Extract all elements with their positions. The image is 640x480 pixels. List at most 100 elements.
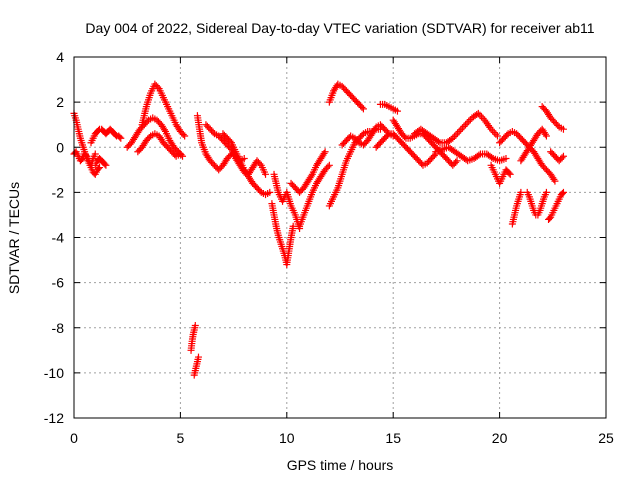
data-point-marker	[434, 138, 442, 146]
series-arc-16	[296, 161, 333, 230]
data-point-marker	[94, 165, 102, 173]
y-tick-label: -6	[52, 275, 65, 291]
series-arc-17	[287, 148, 329, 196]
data-point-marker	[558, 190, 566, 198]
series-arc-9	[190, 353, 202, 379]
data-point-marker	[154, 83, 162, 91]
data-point-marker	[453, 157, 461, 165]
series-arc-4	[91, 155, 110, 169]
y-tick-label: 0	[56, 139, 64, 155]
data-point-marker	[450, 133, 458, 141]
data-point-marker	[503, 131, 511, 139]
data-point-marker	[458, 124, 466, 132]
data-point-marker	[452, 131, 460, 139]
data-point-marker	[460, 122, 468, 130]
data-point-marker	[475, 151, 483, 159]
data-point-marker	[478, 113, 486, 121]
data-point-marker	[551, 177, 559, 185]
data-point-marker	[455, 127, 463, 135]
data-point-marker	[506, 170, 514, 178]
series-arc-32	[538, 103, 567, 133]
data-point-marker	[160, 126, 168, 134]
data-point-marker	[558, 154, 566, 162]
series-arc-14	[268, 200, 297, 269]
series-arc-27	[496, 127, 538, 156]
data-point-marker	[401, 133, 409, 141]
data-point-marker	[493, 132, 501, 140]
data-point-marker	[550, 175, 558, 183]
y-axis-label: SDTVAR / TECUs	[6, 182, 22, 294]
series-arc-1	[70, 109, 104, 178]
series-arc-30	[517, 125, 550, 165]
data-point-marker	[101, 160, 109, 168]
series-arc-31	[530, 148, 559, 185]
data-point-marker	[505, 169, 513, 177]
data-point-marker	[191, 321, 199, 329]
data-point-marker	[449, 134, 457, 142]
data-point-marker	[393, 107, 401, 115]
series-arc-15	[270, 170, 304, 232]
data-point-marker	[490, 129, 498, 137]
data-points	[70, 80, 567, 379]
data-point-marker	[542, 132, 550, 140]
series-arc-24	[410, 109, 501, 147]
series-arc-29	[523, 188, 550, 219]
series-arc-21	[376, 100, 401, 115]
x-tick-label: 20	[492, 430, 508, 446]
data-point-marker	[91, 150, 99, 158]
series-arc-25	[432, 143, 510, 165]
data-point-marker	[96, 164, 104, 172]
y-tick-label: -8	[52, 320, 65, 336]
series-arc-19	[325, 80, 367, 113]
data-point-marker	[559, 188, 567, 196]
series-arc-10	[193, 112, 248, 174]
data-point-marker	[262, 170, 270, 178]
data-point-marker	[384, 131, 392, 139]
data-point-marker	[474, 109, 482, 117]
series-arc-20	[338, 121, 397, 149]
series-arc-6	[138, 80, 189, 140]
data-point-marker	[465, 117, 473, 125]
x-tick-label: 15	[385, 430, 401, 446]
series-arc-34	[547, 148, 567, 165]
data-point-marker	[307, 172, 315, 180]
series-arc-26	[487, 161, 514, 187]
data-point-marker	[145, 133, 153, 141]
data-point-marker	[559, 125, 567, 133]
data-point-marker	[457, 126, 465, 134]
data-point-marker	[554, 121, 562, 129]
data-point-marker	[430, 152, 438, 160]
chart-title: Day 004 of 2022, Sidereal Day-to-day VTE…	[85, 20, 594, 36]
data-point-marker	[111, 131, 119, 139]
series-arc-33	[545, 188, 567, 223]
series-arc-2	[70, 148, 99, 169]
series-arc-8	[187, 321, 199, 354]
data-point-marker	[454, 129, 462, 137]
y-tick-label: -10	[44, 365, 64, 381]
data-point-marker	[102, 161, 110, 169]
data-point-marker	[176, 150, 184, 158]
grid-lines	[74, 57, 606, 418]
data-point-marker	[179, 130, 187, 138]
x-tick-label: 0	[70, 430, 78, 446]
data-point-marker	[321, 148, 329, 156]
y-tick-label: -12	[44, 410, 64, 426]
data-point-marker	[488, 153, 496, 161]
data-point-marker	[559, 152, 567, 160]
data-point-marker	[354, 137, 362, 145]
data-point-marker	[209, 128, 217, 136]
data-point-marker	[502, 155, 510, 163]
axis-ticks: 0 5 10 15 20 25 -12 -10 -8 -6 -4 -2 0 2 4	[44, 49, 614, 446]
data-point-marker	[462, 121, 470, 129]
data-point-marker	[489, 127, 497, 135]
x-axis-label: GPS time / hours	[287, 457, 394, 473]
data-point-marker	[116, 133, 124, 141]
data-point-marker	[452, 158, 460, 166]
y-tick-label: -4	[52, 230, 65, 246]
y-tick-label: -2	[52, 184, 65, 200]
data-point-marker	[256, 187, 264, 195]
data-point-marker	[517, 188, 525, 196]
data-point-marker	[324, 163, 332, 171]
series-arc-7	[134, 130, 184, 160]
